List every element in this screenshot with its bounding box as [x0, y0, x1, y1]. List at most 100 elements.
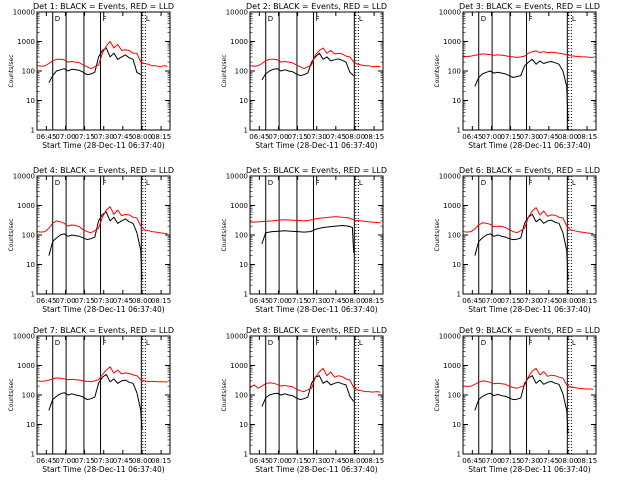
y-tick-label: 1 — [457, 291, 461, 299]
lld-series-line — [250, 367, 381, 393]
x-axis-label: Start Time (28-Dec-11 06:37:40) — [468, 141, 590, 150]
x-tick-label: 06:45 — [36, 133, 56, 141]
y-axis-label: Counts/sec — [8, 378, 15, 411]
plot-frame — [462, 175, 597, 295]
y-tick-label: 100 — [235, 232, 248, 240]
y-tick-label: 1000 — [443, 362, 461, 370]
x-axis-label: Start Time (28-Dec-11 06:37:40) — [255, 141, 377, 150]
detector-panel-7: Det 7: BLACK = Events, RED = LLD 1 10 100 10… — [8, 326, 174, 474]
y-tick-label: 1 — [31, 451, 35, 459]
panel-title: Det 9: BLACK = Events, RED = LLD — [459, 326, 600, 335]
x-tick-label: 08:15 — [364, 297, 384, 305]
panel-title: Det 4: BLACK = Events, RED = LLD — [33, 166, 174, 175]
x-tick-label: 07:30 — [94, 297, 114, 305]
x-tick-label: 06:45 — [36, 457, 56, 465]
x-tick-label: 07:30 — [520, 457, 540, 465]
marker-flag-label: L — [359, 339, 363, 347]
x-tick-label: 08:00 — [345, 297, 365, 305]
x-tick-label: 07:45 — [113, 457, 133, 465]
x-tick-label: 07:15 — [500, 133, 520, 141]
x-tick-label: 07:45 — [113, 133, 133, 141]
marker-flag-label: D — [481, 339, 486, 347]
marker-flag-label: L — [359, 15, 363, 23]
y-axis-label: Counts/sec — [221, 218, 228, 251]
y-tick-label: 10 — [452, 421, 461, 429]
y-axis-label: Counts/sec — [434, 54, 441, 87]
detector-panel-1: Det 1: BLACK = Events, RED = LLD 1 10 100 10… — [8, 2, 174, 150]
y-tick-label: 1000 — [17, 38, 35, 46]
y-tick-label: 10 — [26, 261, 35, 269]
x-tick-label: 06:45 — [36, 297, 56, 305]
plot-frame — [36, 175, 171, 295]
marker-flag-label: F — [529, 15, 533, 23]
y-tick-label: 10 — [239, 261, 248, 269]
x-tick-label: 08:15 — [577, 133, 597, 141]
marker-flag-label: L — [146, 179, 150, 187]
y-tick-label: 10 — [452, 261, 461, 269]
marker-flag-label: L — [146, 339, 150, 347]
marker-flag-label: D — [268, 339, 273, 347]
detector-panel-9: Det 9: BLACK = Events, RED = LLD 1 10 100 10… — [434, 326, 600, 474]
marker-flag-label: F — [529, 339, 533, 347]
y-tick-label: 10000 — [226, 9, 248, 17]
x-tick-label: 07:45 — [326, 297, 346, 305]
x-tick-label: 08:15 — [577, 457, 597, 465]
y-tick-label: 10 — [239, 97, 248, 105]
marker-flag-label: D — [55, 179, 60, 187]
marker-flag-label: F — [103, 15, 107, 23]
events-series-line — [474, 58, 569, 122]
x-axis-label: Start Time (28-Dec-11 06:37:40) — [42, 141, 164, 150]
events-series-line — [48, 373, 143, 430]
y-tick-label: 10000 — [13, 173, 35, 181]
x-tick-label: 07:15 — [500, 297, 520, 305]
marker-flag-label: D — [268, 179, 273, 187]
y-tick-label: 1 — [244, 451, 248, 459]
events-series-line — [48, 47, 141, 83]
events-series-line — [48, 211, 143, 280]
y-tick-label: 1 — [457, 127, 461, 135]
lld-series-line — [463, 50, 594, 58]
plot-frame — [36, 335, 171, 455]
lld-series-line — [463, 207, 594, 235]
y-tick-label: 1 — [31, 127, 35, 135]
x-tick-label: 06:45 — [249, 133, 269, 141]
y-tick-label: 10000 — [439, 173, 461, 181]
x-tick-label: 07:15 — [287, 457, 307, 465]
x-tick-label: 08:15 — [364, 133, 384, 141]
x-axis-label: Start Time (28-Dec-11 06:37:40) — [42, 465, 164, 474]
x-tick-label: 07:30 — [307, 457, 327, 465]
y-tick-label: 100 — [22, 68, 35, 76]
marker-flag-label: F — [316, 15, 320, 23]
y-axis-label: Counts/sec — [221, 54, 228, 87]
lld-series-line — [37, 41, 168, 70]
x-tick-label: 06:45 — [462, 457, 482, 465]
y-tick-label: 10 — [239, 421, 248, 429]
marker-flag-label: D — [268, 15, 273, 23]
x-tick-label: 08:00 — [558, 133, 578, 141]
x-tick-label: 07:15 — [287, 133, 307, 141]
x-tick-label: 07:30 — [520, 133, 540, 141]
x-tick-label: 07:15 — [74, 297, 94, 305]
events-series-line — [261, 375, 355, 407]
y-tick-label: 1000 — [17, 202, 35, 210]
x-tick-label: 07:30 — [94, 457, 114, 465]
y-tick-label: 1 — [244, 291, 248, 299]
x-tick-label: 07:00 — [481, 297, 501, 305]
panel-title: Det 6: BLACK = Events, RED = LLD — [459, 166, 600, 175]
plot-frame — [249, 175, 384, 295]
y-axis-label: Counts/sec — [434, 218, 441, 251]
y-axis-label: Counts/sec — [434, 378, 441, 411]
x-tick-label: 07:15 — [74, 133, 94, 141]
detector-panel-3: Det 3: BLACK = Events, RED = LLD 1 10 100 10… — [434, 2, 600, 150]
x-axis-label: Start Time (28-Dec-11 06:37:40) — [42, 305, 164, 314]
x-tick-label: 08:00 — [558, 297, 578, 305]
y-axis-label: Counts/sec — [8, 54, 15, 87]
x-tick-label: 08:15 — [364, 457, 384, 465]
x-tick-label: 07:00 — [268, 297, 288, 305]
x-tick-label: 07:45 — [113, 297, 133, 305]
lld-series-line — [463, 367, 594, 390]
x-tick-label: 08:15 — [577, 297, 597, 305]
x-tick-label: 07:00 — [268, 457, 288, 465]
events-series-line — [474, 213, 569, 280]
